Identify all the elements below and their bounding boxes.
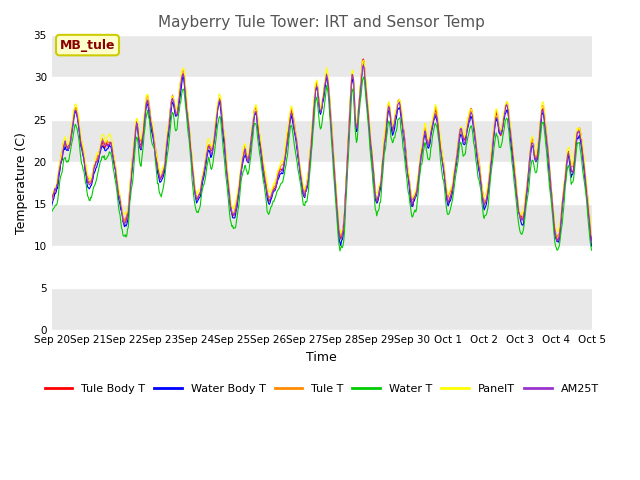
Title: Mayberry Tule Tower: IRT and Sensor Temp: Mayberry Tule Tower: IRT and Sensor Temp xyxy=(158,15,485,30)
X-axis label: Time: Time xyxy=(306,350,337,363)
Text: MB_tule: MB_tule xyxy=(60,38,115,52)
Bar xyxy=(52,36,591,77)
Legend: Tule Body T, Water Body T, Tule T, Water T, PanelT, AM25T: Tule Body T, Water Body T, Tule T, Water… xyxy=(40,379,603,398)
Bar xyxy=(52,120,591,162)
Bar xyxy=(52,204,591,246)
Bar xyxy=(52,288,591,330)
Y-axis label: Temperature (C): Temperature (C) xyxy=(15,132,28,234)
